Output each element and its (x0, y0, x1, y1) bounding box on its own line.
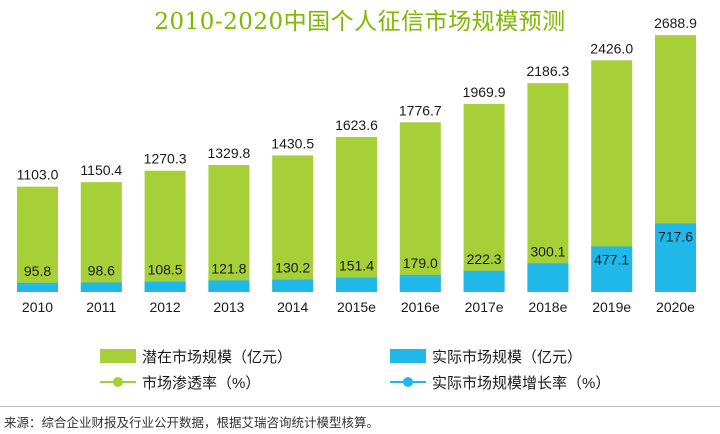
data-label-potential: 1150.4 (80, 162, 122, 178)
legend-item-growth: 实际市场规模增长率（%） (390, 372, 610, 392)
data-label-actual: 98.6 (88, 263, 115, 279)
legend-item-potential: 潜在市场规模（亿元） (100, 346, 292, 366)
bar-actual (463, 270, 505, 292)
legend-line-growth (390, 375, 426, 389)
legend-swatch-actual (390, 349, 426, 363)
legend-label-growth: 实际市场规模增长率（%） (432, 374, 611, 392)
source-divider (0, 406, 720, 407)
x-tick-label: 2018e (528, 299, 567, 315)
x-tick-label: 2012 (150, 299, 181, 315)
data-label-potential: 2426.0 (590, 40, 633, 56)
legend-line-penetration (100, 375, 136, 389)
x-tick-label: 2015e (337, 299, 376, 315)
bar-actual (144, 281, 186, 292)
bar-potential (527, 83, 569, 293)
bar-potential (80, 182, 122, 292)
data-label-actual: 222.3 (467, 251, 502, 267)
data-label-potential: 2186.3 (526, 63, 569, 79)
bar-chart: 1103.0 95.8 2010 1150.4 98.6 2011 1270.3 108.5 2… (17, 15, 698, 315)
x-tick-label: 2014 (277, 299, 308, 315)
data-label-actual: 121.8 (211, 260, 246, 276)
data-label-potential: 1969.9 (463, 84, 506, 100)
bar-actual (80, 282, 122, 292)
data-label-actual: 130.2 (275, 260, 310, 276)
data-label-potential: 1623.6 (335, 117, 378, 133)
data-label-actual: 717.6 (658, 228, 693, 244)
data-label-potential: 1270.3 (144, 151, 187, 167)
legend-label-potential: 潜在市场规模（亿元） (142, 348, 293, 366)
data-label-potential: 1329.8 (207, 145, 250, 161)
x-tick-label: 2020e (656, 299, 695, 315)
x-tick-label: 2011 (86, 299, 116, 315)
x-tick-label: 2016e (401, 299, 440, 315)
x-tick-label: 2013 (213, 299, 244, 315)
bar-potential (399, 122, 441, 292)
data-label-actual: 95.8 (24, 263, 51, 279)
data-label-potential: 1430.5 (271, 135, 314, 151)
x-tick-label: 2019e (592, 299, 631, 315)
data-label-actual: 108.5 (148, 262, 183, 278)
bar-actual (208, 280, 250, 292)
data-label-potential: 1776.7 (399, 102, 442, 118)
data-label-potential: 2688.9 (654, 15, 697, 31)
bar-actual (655, 223, 696, 292)
bar-potential (17, 186, 58, 292)
bar-potential (336, 136, 377, 292)
bar-actual (399, 274, 441, 292)
x-tick-label: 2017e (465, 299, 504, 315)
x-tick-label: 2010 (22, 299, 53, 315)
bar-potential (208, 165, 250, 292)
bar-potential (144, 170, 186, 292)
data-label-actual: 179.0 (403, 255, 438, 271)
bar-potential (463, 103, 505, 293)
bar-potential (272, 155, 314, 292)
data-label-actual: 151.4 (339, 258, 374, 274)
bar-actual (272, 279, 314, 292)
legend-item-actual: 实际市场规模（亿元） (390, 346, 582, 366)
legend-item-penetration: 市场渗透率（%） (100, 372, 260, 392)
data-label-actual: 477.1 (594, 251, 629, 267)
legend-swatch-potential (100, 349, 136, 363)
bar-actual (591, 246, 633, 292)
chart-title: 2010-2020中国个人征信市场规模预测 (154, 9, 566, 35)
legend-label-penetration: 市场渗透率（%） (142, 374, 261, 392)
legend: 潜在市场规模（亿元） 实际市场规模（亿元） 市场渗透率（%） 实际市场规模增长率… (0, 340, 720, 398)
bar-actual (17, 282, 58, 292)
data-label-actual: 300.1 (530, 243, 565, 259)
data-label-potential: 1103.0 (17, 167, 59, 183)
bar-actual (527, 263, 569, 292)
bar-actual (336, 277, 377, 292)
source-note: 来源：综合企业财报及行业公开数据，根据艾瑞咨询统计模型核算。 (4, 416, 380, 430)
legend-label-actual: 实际市场规模（亿元） (432, 348, 583, 366)
